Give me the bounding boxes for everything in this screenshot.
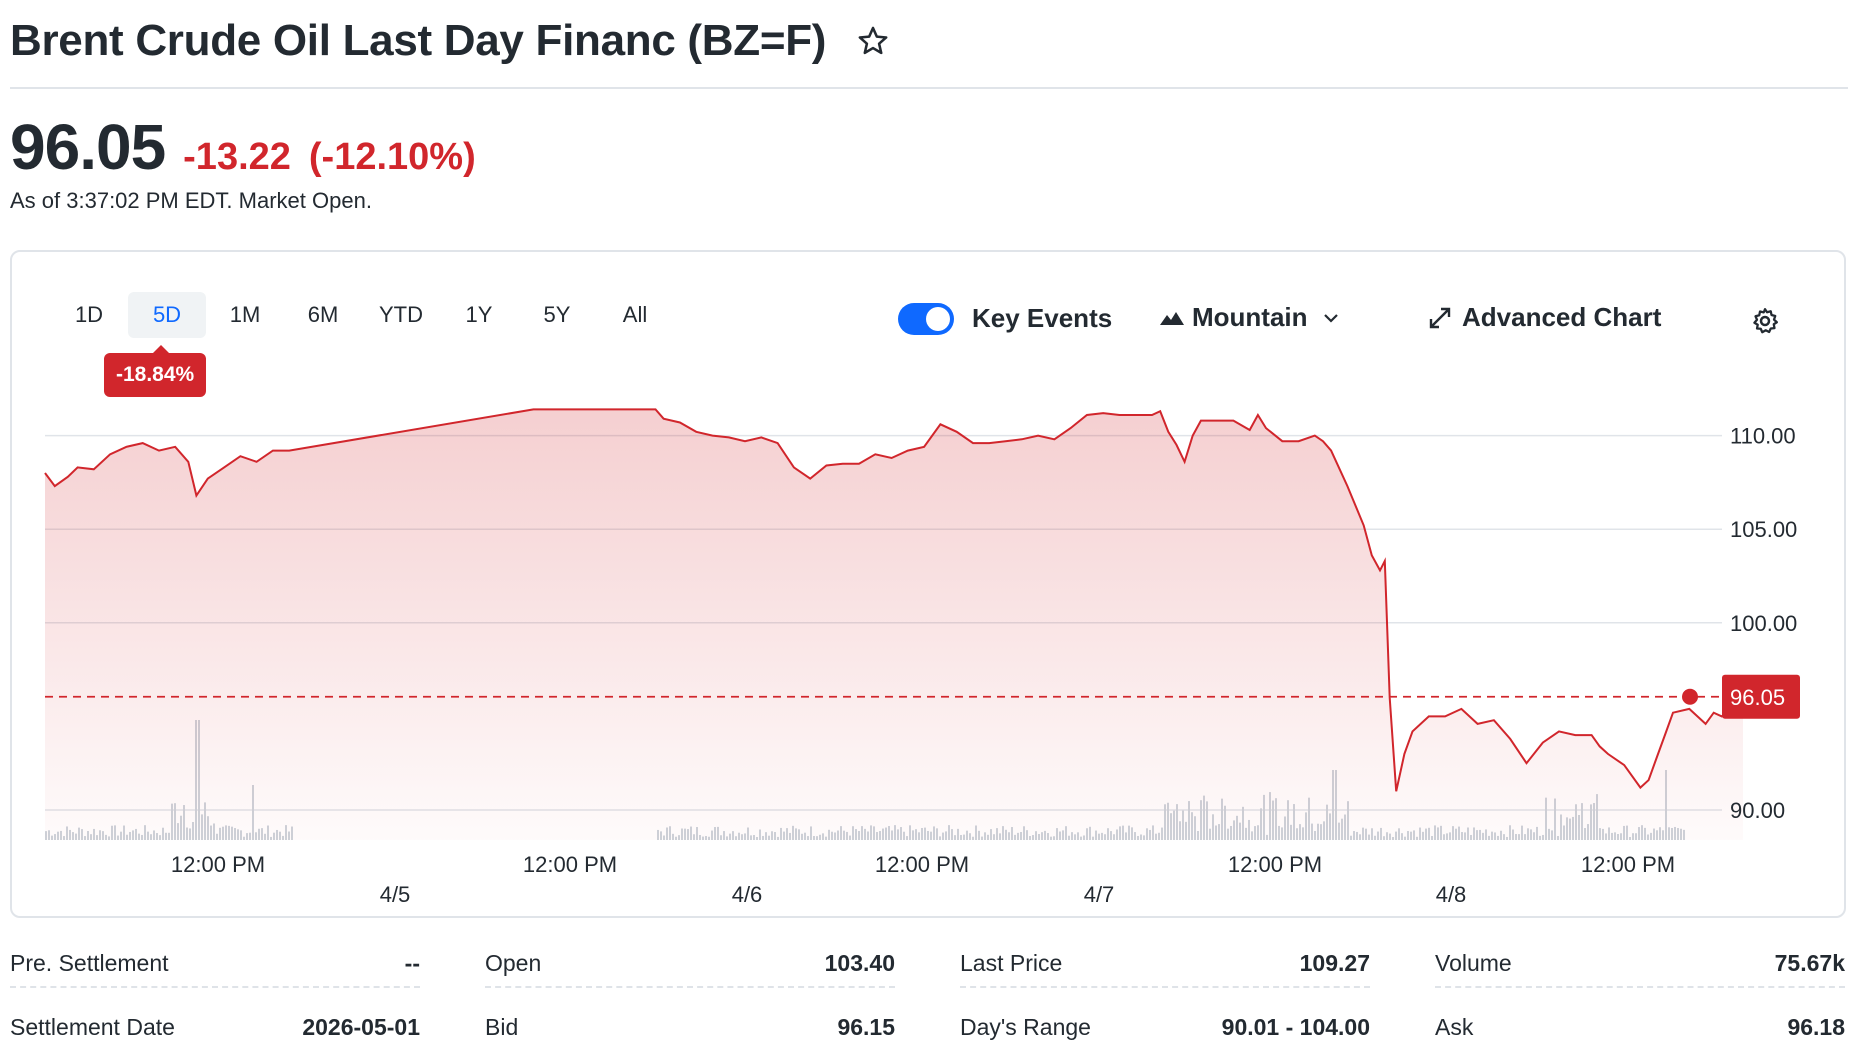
range-ytd[interactable]: YTD	[379, 302, 423, 327]
stat-label: Bid	[485, 1013, 519, 1040]
advanced-chart-button[interactable]: Advanced Chart	[1428, 302, 1661, 333]
page-title: Brent Crude Oil Last Day Financ (BZ=F)	[10, 16, 827, 65]
stat-value: 90.01 - 104.00	[1221, 1013, 1370, 1040]
market-status: As of 3:37:02 PM EDT. Market Open.	[10, 188, 372, 213]
stat-settlement-date: Settlement Date 2026-05-01	[10, 1004, 420, 1050]
chart-type-label: Mountain	[1192, 302, 1308, 332]
stat-value: 96.18	[1787, 1013, 1845, 1040]
price-change: -13.22	[183, 136, 291, 178]
price-change-percent: (-12.10%)	[308, 136, 476, 178]
gear-icon[interactable]	[1750, 306, 1780, 336]
stat-label: Pre. Settlement	[10, 949, 169, 976]
chart-type-dropdown[interactable]: Mountain	[1160, 302, 1340, 333]
stat-label: Ask	[1435, 1013, 1474, 1040]
stat-volume: Volume 75.67k	[1435, 940, 1845, 988]
title-row: Brent Crude Oil Last Day Financ (BZ=F)	[10, 6, 890, 76]
stat-label: Open	[485, 949, 542, 976]
stat-value: 75.67k	[1774, 949, 1845, 976]
range-selector: 1D 5D 1M 6M YTD 1Y 5Y All	[50, 292, 674, 338]
stat-value: 109.27	[1299, 949, 1370, 976]
range-5y[interactable]: 5Y	[543, 302, 571, 327]
key-events-toggle[interactable]	[898, 303, 954, 335]
star-icon[interactable]	[856, 24, 890, 58]
toggle-knob	[926, 307, 950, 331]
stat-value: --	[404, 949, 420, 976]
stat-open: Open 103.40	[485, 940, 895, 988]
stat-label: Day's Range	[960, 1013, 1091, 1040]
stat-value: 96.15	[837, 1013, 895, 1040]
advanced-chart-label: Advanced Chart	[1462, 302, 1662, 332]
range-1m[interactable]: 1M	[229, 302, 261, 327]
mountain-icon	[1160, 311, 1184, 325]
range-change-badge: -18.84%	[104, 345, 207, 397]
stat-value: 2026-05-01	[302, 1013, 420, 1040]
range-5d[interactable]: 5D	[128, 292, 206, 338]
range-6m[interactable]: 6M	[307, 302, 339, 327]
title-divider	[10, 87, 1848, 89]
stat-last-price: Last Price 109.27	[960, 940, 1370, 988]
chevron-down-icon	[1323, 313, 1338, 323]
stat-value: 103.40	[824, 949, 895, 976]
key-events-label[interactable]: Key Events	[972, 303, 1113, 333]
expand-icon	[1429, 307, 1451, 328]
range-1y[interactable]: 1Y	[465, 302, 493, 327]
range-all[interactable]: All	[622, 302, 648, 327]
stat-ask: Ask 96.18	[1435, 1004, 1845, 1050]
chart-card	[10, 250, 1846, 918]
price-row: 96.05 -13.22 (-12.10%)	[10, 110, 476, 184]
stats-table: Pre. Settlement -- Open 103.40 Last Pric…	[10, 940, 1848, 1064]
stat-pre-settlement: Pre. Settlement --	[10, 940, 420, 988]
range-1d[interactable]: 1D	[74, 302, 104, 327]
current-price: 96.05	[10, 111, 166, 183]
stat-label: Last Price	[960, 949, 1063, 976]
stat-label: Volume	[1435, 949, 1512, 976]
stat-label: Settlement Date	[10, 1013, 175, 1040]
stat-days-range: Day's Range 90.01 - 104.00	[960, 1004, 1370, 1050]
stat-bid: Bid 96.15	[485, 1004, 895, 1050]
